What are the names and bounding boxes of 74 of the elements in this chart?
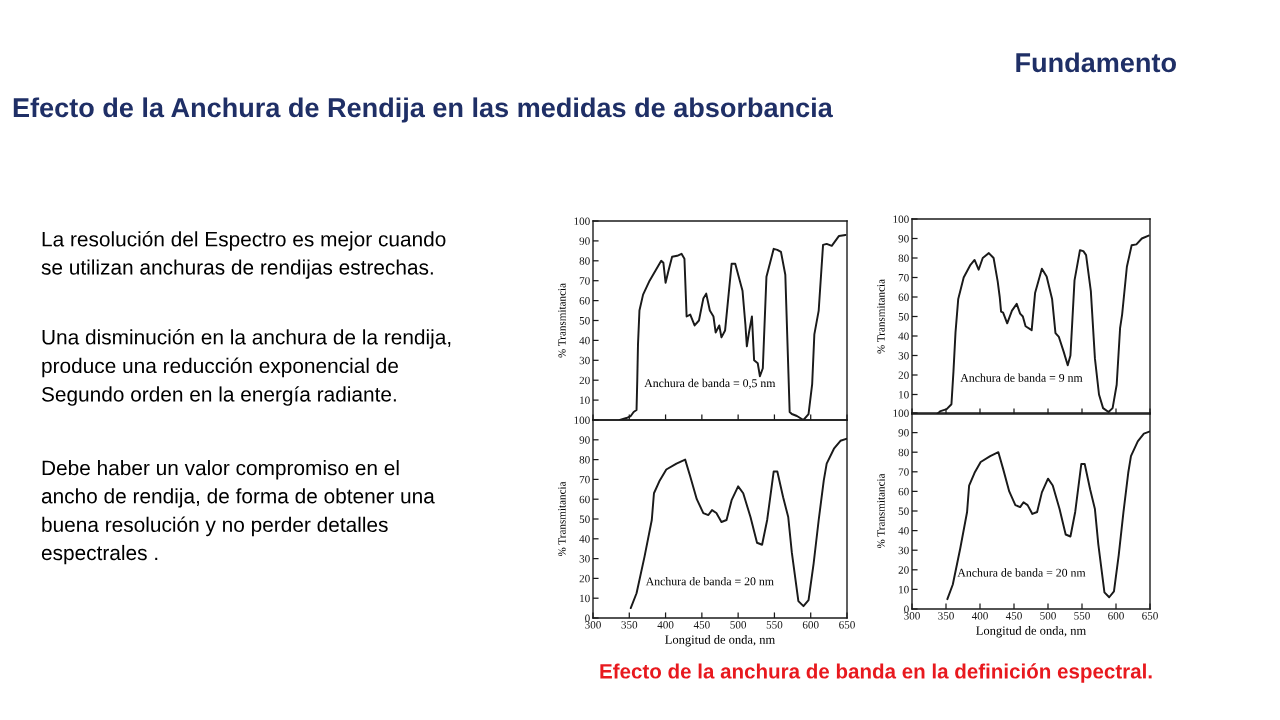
- y-tick-label: 70: [898, 468, 909, 476]
- y-tick-label: 90: [579, 237, 590, 245]
- x-tick-label: 650: [839, 621, 855, 629]
- x-tick-label: 350: [621, 621, 638, 629]
- y-tick-label: 50: [898, 312, 909, 321]
- annotation: Anchura de banda = 20 nm: [645, 577, 774, 586]
- y-tick-label: 10: [580, 594, 590, 603]
- x-tick-label: 300: [585, 621, 601, 629]
- y-tick-label: 20: [898, 371, 909, 379]
- y-tick-label: 80: [898, 448, 909, 457]
- text: Debe haber un valor compromiso en el ancho de rendija, de forma de obtener una buena resolución y no perder detalles espectrales .: [41, 460, 435, 565]
- y-axis-title: % Transmitancia: [558, 283, 566, 358]
- y-tick-label: 100: [574, 217, 590, 225]
- y-tick-label: 70: [898, 273, 909, 282]
- y-tick-label: 0: [904, 605, 909, 613]
- x-tick-label: 400: [971, 612, 988, 620]
- x-axis-title: Longitud de onda, nm: [976, 626, 1086, 638]
- x-tick-label: 450: [1005, 612, 1022, 620]
- text: Una disminución en la anchura de la rendija, produce una reducción exponencial de Segundo orden en la energía radiante.: [41, 329, 451, 406]
- y-tick-label: 30: [898, 546, 909, 555]
- y-tick-label: 80: [898, 254, 909, 262]
- y-tick-label: 20: [579, 376, 590, 385]
- annotation: Anchura de banda = 0,5 nm: [644, 378, 776, 389]
- y-tick-label: 40: [579, 535, 590, 543]
- y-tick-label: 20: [579, 574, 590, 583]
- y-tick-label: 30: [898, 351, 909, 360]
- x-tick-label: 350: [938, 612, 954, 620]
- y-tick-label: 100: [574, 416, 590, 424]
- y-tick-label: 0: [585, 614, 590, 622]
- x-tick-label: 550: [766, 621, 783, 629]
- y-axis-title: % Transmitancia: [877, 279, 885, 354]
- y-tick-label: 60: [898, 487, 909, 496]
- x-tick-label: 650: [1142, 612, 1158, 620]
- annotation: Anchura de banda = 20 nm: [957, 568, 1086, 577]
- x-tick-label: 300: [904, 612, 920, 620]
- x-axis-title: Longitud de onda, nm: [665, 635, 775, 647]
- y-tick-label: 10: [899, 585, 909, 594]
- y-tick-label: 70: [579, 277, 590, 285]
- x-tick-label: 600: [802, 621, 819, 629]
- y-tick-label: 10: [899, 390, 909, 399]
- y-axis-title: % Transmitancia: [558, 481, 566, 557]
- x-tick-label: 450: [693, 621, 710, 629]
- y-tick-label: 40: [579, 336, 590, 345]
- text: Efecto de la anchura de banda en la definición espectral.: [600, 663, 1152, 683]
- y-tick-label: 60: [579, 495, 590, 504]
- text: Fundamento: [1016, 52, 1176, 73]
- y-tick-label: 20: [898, 566, 909, 574]
- text: La resolución del Espectro es mejor cuando se utilizan anchuras de rendijas estrechas.: [41, 231, 446, 279]
- y-tick-label: 100: [893, 409, 909, 417]
- y-tick-label: 50: [579, 316, 590, 325]
- x-tick-label: 600: [1108, 612, 1124, 620]
- y-tick-label: 30: [579, 555, 590, 563]
- x-tick-label: 500: [730, 621, 747, 629]
- y-tick-label: 50: [898, 507, 909, 515]
- y-tick-label: 80: [579, 456, 590, 464]
- y-tick-label: 30: [579, 356, 590, 365]
- annotation: Anchura de banda = 9 nm: [960, 373, 1083, 382]
- y-tick-label: 90: [898, 234, 909, 243]
- y-tick-label: 50: [579, 515, 590, 523]
- y-tick-label: 70: [579, 475, 590, 484]
- y-axis-title: % Transmitancia: [877, 473, 885, 549]
- y-tick-label: 10: [580, 396, 590, 405]
- y-tick-label: 40: [898, 332, 909, 340]
- x-tick-label: 550: [1074, 612, 1090, 620]
- y-tick-label: 60: [579, 297, 590, 305]
- x-tick-label: 400: [657, 621, 674, 629]
- y-tick-label: 90: [898, 429, 909, 437]
- y-tick-label: 90: [579, 436, 590, 444]
- x-tick-label: 500: [1040, 612, 1056, 620]
- y-tick-label: 80: [579, 257, 590, 265]
- y-tick-label: 40: [898, 527, 909, 535]
- y-tick-label: 60: [898, 293, 909, 301]
- y-tick-label: 100: [893, 215, 909, 223]
- text: Efecto de la Anchura de Rendija en las medidas de absorbancia: [13, 97, 833, 123]
